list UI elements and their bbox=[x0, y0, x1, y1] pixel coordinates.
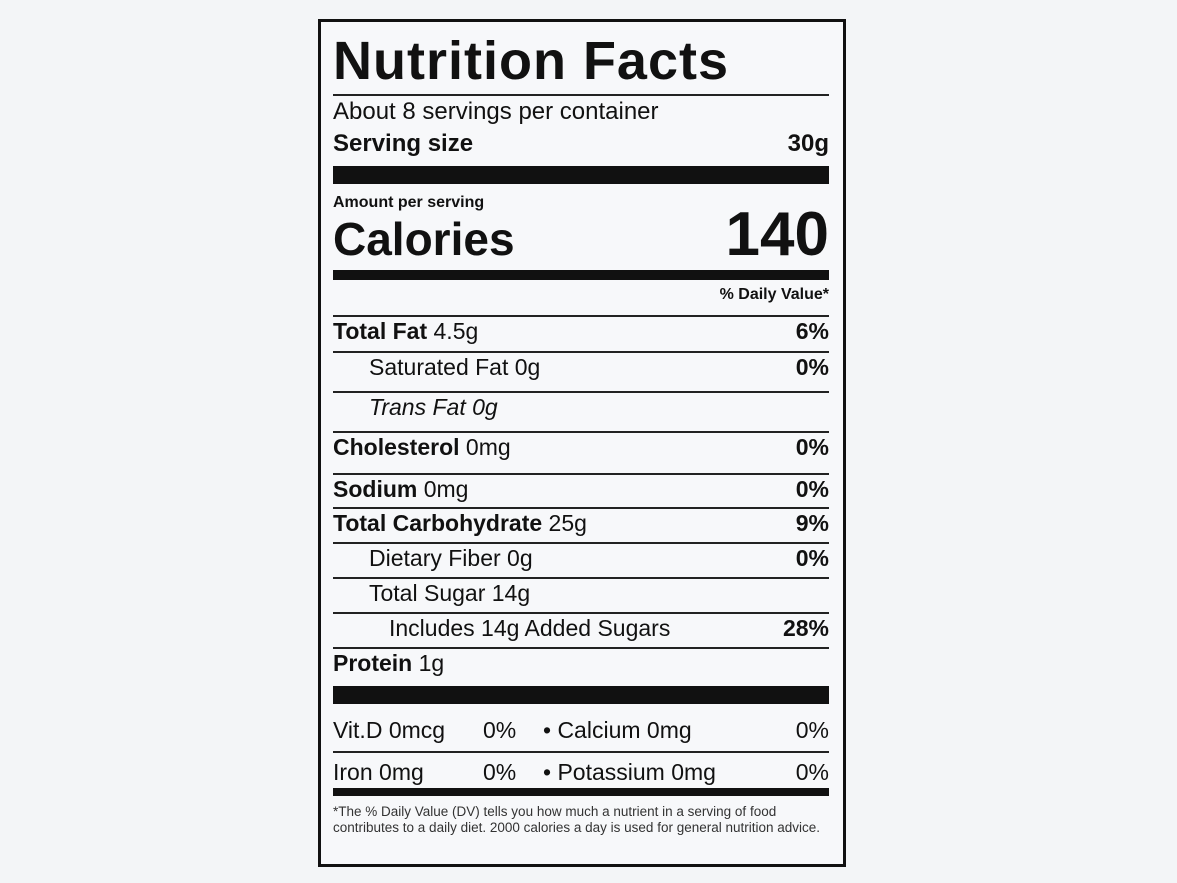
nutrient-label: Cholesterol 0mg bbox=[333, 434, 511, 461]
nutrient-name: Includes 14g Added Sugars bbox=[389, 615, 671, 641]
nutrient-dv: 6% bbox=[795, 318, 829, 344]
nutrient-name: Dietary Fiber bbox=[369, 545, 501, 571]
nutrient-amount: 1g bbox=[418, 650, 445, 676]
potassium-dv: 0% bbox=[795, 759, 829, 785]
nutrient-name: Sodium bbox=[333, 476, 418, 502]
calcium-dv: 0% bbox=[795, 717, 829, 743]
nutrient-amount: 0mg bbox=[423, 476, 469, 502]
nutrient-amount: 0mg bbox=[465, 434, 511, 460]
nutrient-amount: 0g bbox=[514, 354, 541, 380]
nutrient-row: Saturated Fat 0g 0% bbox=[333, 354, 829, 381]
servings-per-container: About 8 servings per container bbox=[333, 98, 829, 126]
nutrient-dv: 0% bbox=[795, 545, 829, 571]
nutrient-row: Cholesterol 0mg 0% bbox=[333, 434, 829, 461]
dv-header-text: % Daily Value* bbox=[719, 286, 829, 303]
amount-per-serving-text: Amount per serving bbox=[333, 194, 485, 211]
nutrient-dv: 0% bbox=[795, 354, 829, 380]
nutrient-dv: 0% bbox=[795, 434, 829, 460]
iron-label: Iron 0mg bbox=[333, 759, 424, 785]
potassium-label: • Potassium 0mg bbox=[543, 759, 716, 785]
nutrient-label: Protein 1g bbox=[333, 650, 444, 677]
nutrient-label: Sodium 0mg bbox=[333, 476, 468, 503]
nutrient-row: Total Fat 4.5g 6% bbox=[333, 318, 829, 345]
nutrient-amount: 0g bbox=[472, 394, 498, 420]
nutrient-dv: 9% bbox=[795, 510, 829, 536]
nutrition-facts-label: Nutrition Facts About 8 servings per con… bbox=[318, 19, 846, 867]
calcium-label: • Calcium 0mg bbox=[543, 717, 692, 743]
nutrient-label: Total Sugar 14g bbox=[333, 580, 530, 607]
amount-per-serving: Amount per serving bbox=[333, 194, 829, 212]
nutrient-dv: 0% bbox=[795, 476, 829, 502]
nutrient-name: Saturated Fat bbox=[369, 354, 509, 380]
vitamin-row: Iron 0mg 0% • Potassium 0mg 0% bbox=[333, 759, 829, 786]
nutrient-row: Total Sugar 14g bbox=[333, 580, 829, 607]
nutrient-label: Trans Fat 0g bbox=[333, 394, 498, 421]
serving-size-value: 30g bbox=[787, 130, 829, 157]
nutrient-dv: 28% bbox=[782, 615, 829, 641]
nutrient-row: Protein 1g bbox=[333, 650, 829, 677]
serving-size-row: Serving size 30g bbox=[333, 130, 829, 158]
servings-text: About 8 servings per container bbox=[333, 98, 659, 125]
nutrient-row: Total Carbohydrate 25g 9% bbox=[333, 510, 829, 537]
serving-size-label: Serving size bbox=[333, 130, 474, 157]
nutrient-name: Total Sugar bbox=[369, 580, 486, 606]
thick-divider bbox=[333, 166, 829, 184]
divider bbox=[333, 788, 829, 796]
calories-row: Calories 140 bbox=[333, 198, 829, 270]
nutrient-row: Dietary Fiber 0g 0% bbox=[333, 545, 829, 572]
nutrient-row: Trans Fat 0g bbox=[333, 394, 829, 421]
vitd-label: Vit.D 0mcg bbox=[333, 717, 446, 743]
nutrient-amount: 0g bbox=[507, 545, 533, 571]
nutrient-label: Total Carbohydrate 25g bbox=[333, 510, 587, 537]
thick-divider bbox=[333, 686, 829, 704]
nutrient-label: Dietary Fiber 0g bbox=[333, 545, 533, 572]
medium-divider bbox=[333, 270, 829, 280]
nutrient-amount: 25g bbox=[548, 510, 587, 536]
nutrient-amount: 14g bbox=[491, 580, 531, 606]
iron-dv: 0% bbox=[483, 759, 517, 785]
title-text: Nutrition Facts bbox=[333, 31, 730, 91]
nutrient-row: Sodium 0mg 0% bbox=[333, 476, 829, 503]
nutrient-name: Cholesterol bbox=[333, 434, 460, 460]
nutrient-name: Protein bbox=[333, 650, 413, 676]
nutrient-label: Includes 14g Added Sugars bbox=[333, 615, 670, 642]
footnote: *The % Daily Value (DV) tells you how mu… bbox=[333, 804, 821, 835]
calories-value: 140 bbox=[725, 200, 829, 269]
calories-label: Calories bbox=[333, 213, 515, 265]
vitd-dv: 0% bbox=[483, 717, 517, 743]
label-title: Nutrition Facts bbox=[333, 30, 829, 92]
nutrient-label: Saturated Fat 0g bbox=[333, 354, 540, 381]
nutrient-label: Total Fat 4.5g bbox=[333, 318, 478, 345]
nutrient-name: Total Carbohydrate bbox=[333, 510, 543, 536]
nutrient-amount: 4.5g bbox=[433, 318, 479, 344]
nutrient-name: Total Fat bbox=[333, 318, 428, 344]
dv-header: % Daily Value* bbox=[333, 286, 829, 304]
vitamin-row: Vit.D 0mcg 0% • Calcium 0mg 0% bbox=[333, 717, 829, 744]
nutrient-name: Trans Fat bbox=[369, 394, 466, 420]
nutrient-row: Includes 14g Added Sugars 28% bbox=[333, 615, 829, 642]
